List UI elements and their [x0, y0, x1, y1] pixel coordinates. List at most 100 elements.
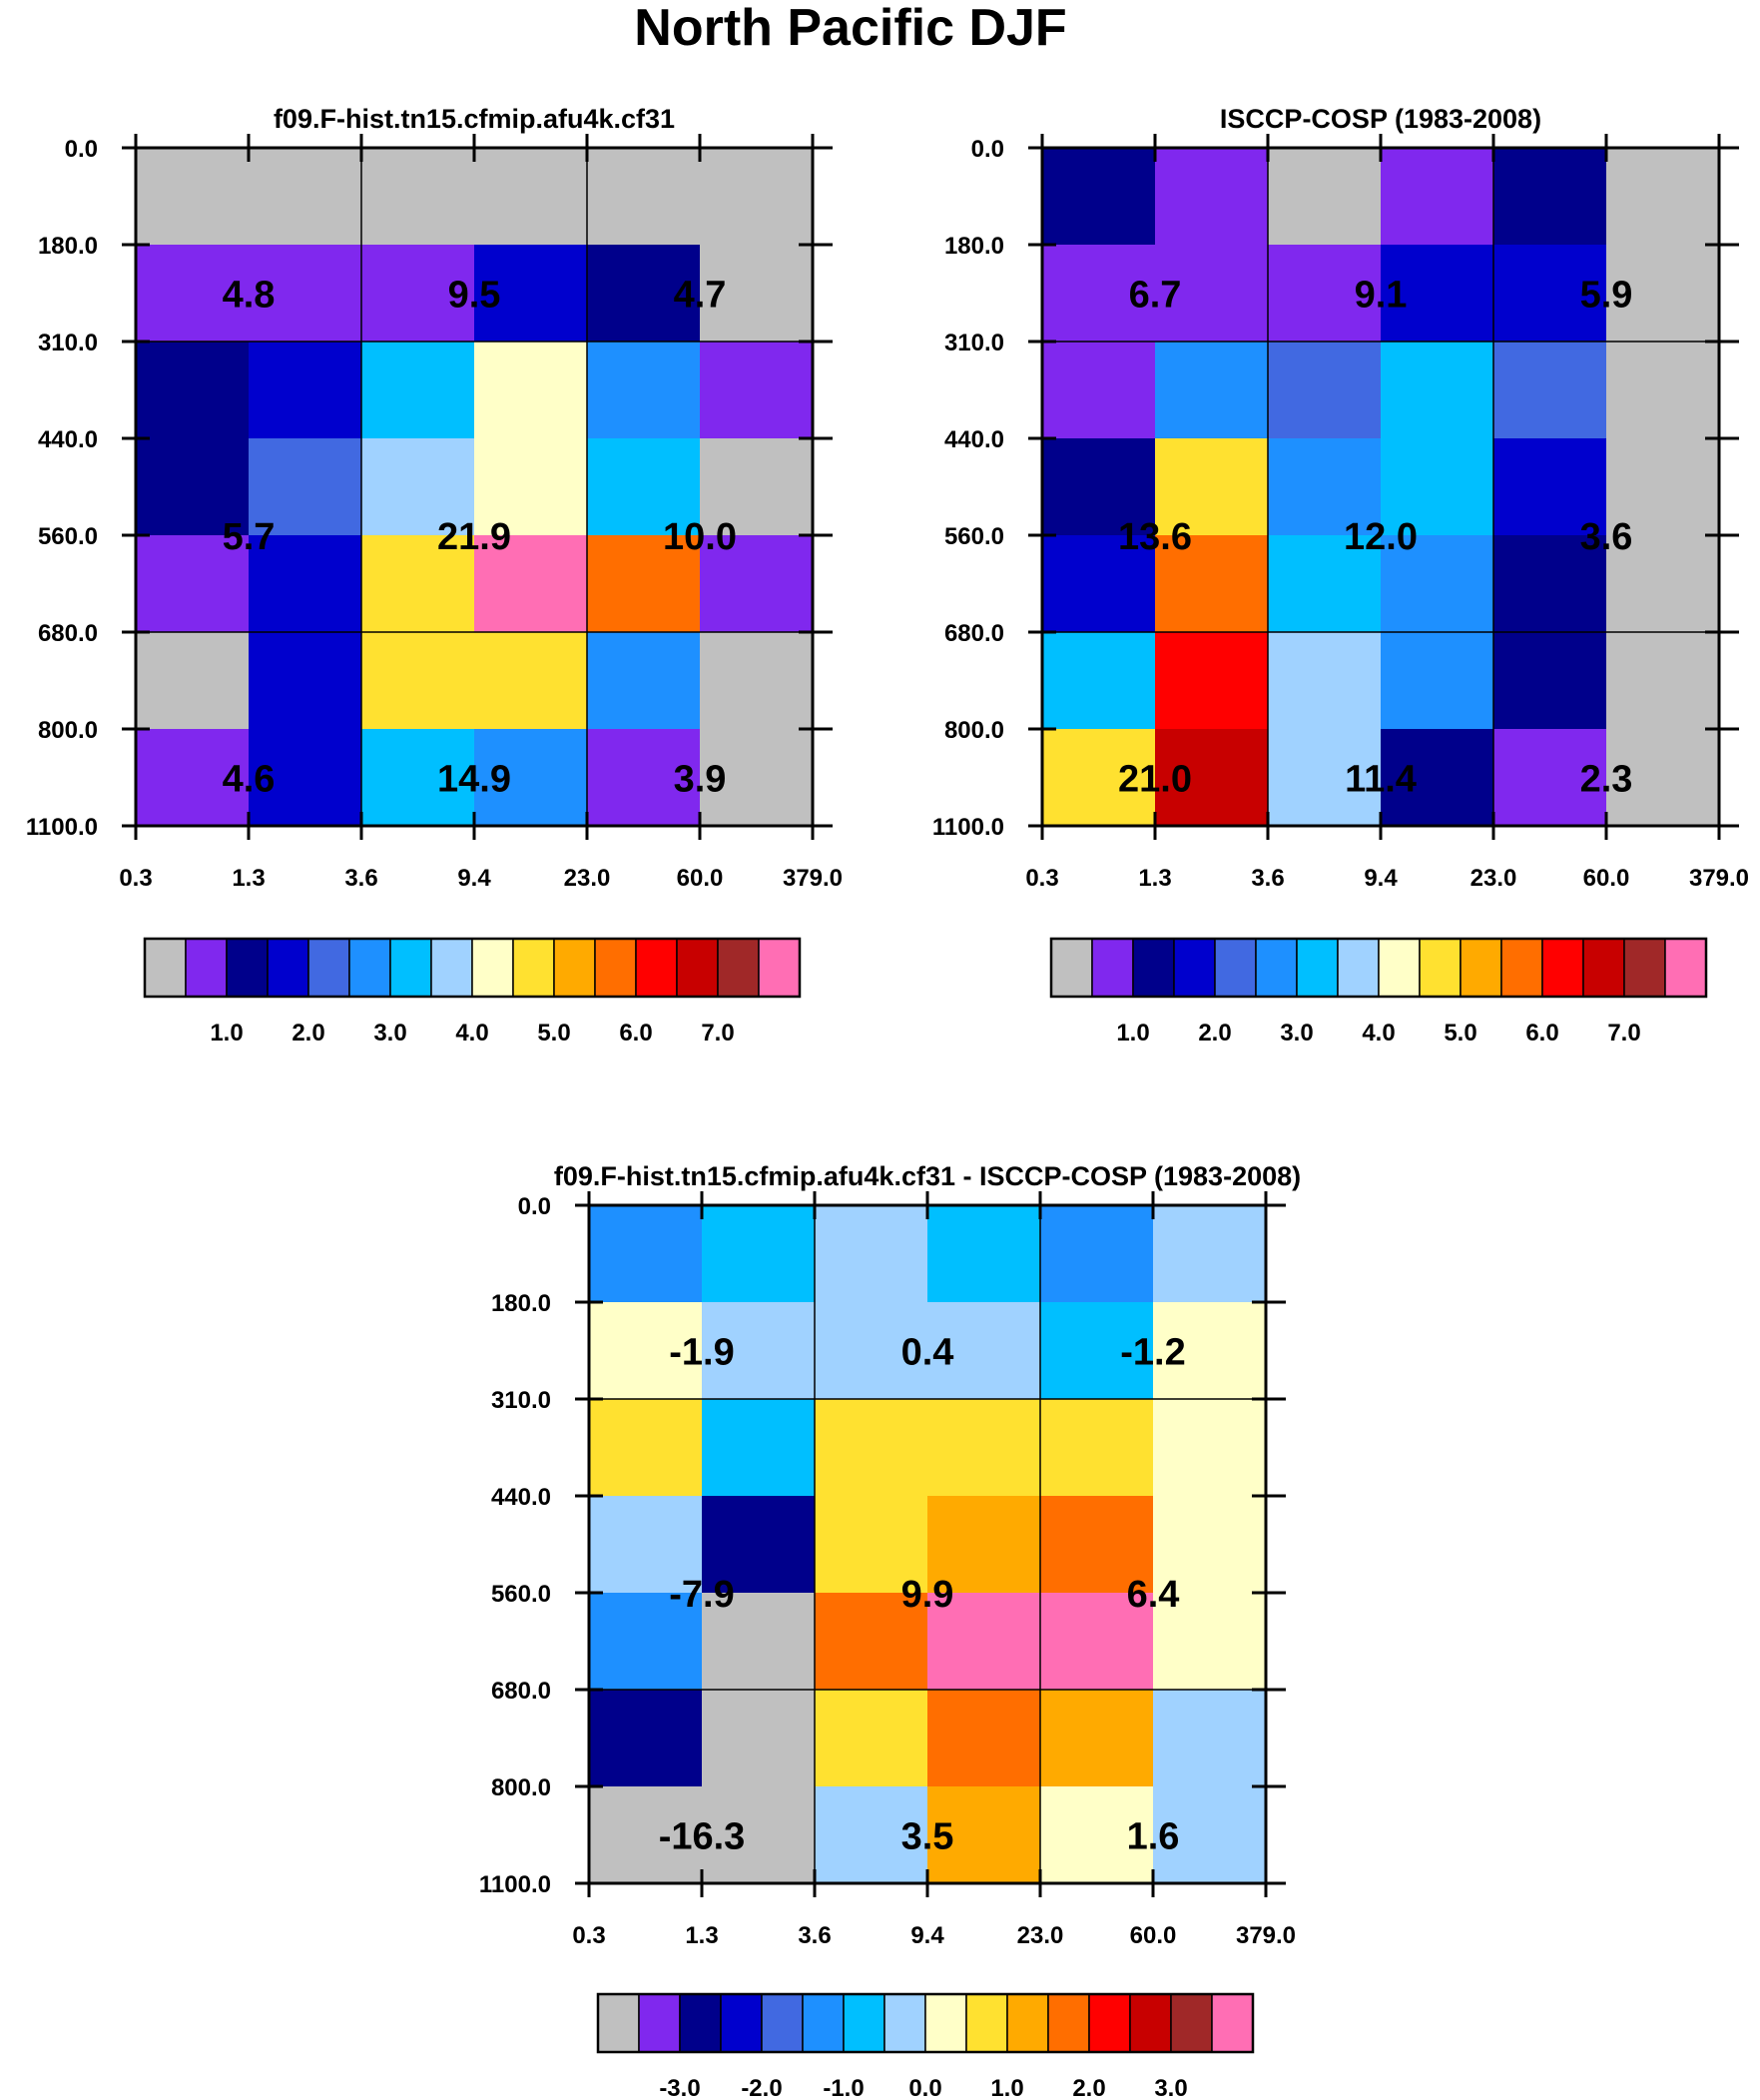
heatmap-cell — [1042, 148, 1156, 246]
x-tick-label: 60.0 — [1583, 865, 1630, 892]
cell-value-label: 4.7 — [674, 275, 727, 317]
cell-value-label: -16.3 — [659, 1816, 746, 1858]
heatmap-cell — [1155, 729, 1269, 827]
heatmap-cell — [1268, 438, 1382, 536]
heatmap-cell — [1153, 1593, 1267, 1691]
colorbar-swatch — [1132, 938, 1175, 998]
heatmap-cell — [1153, 1205, 1267, 1303]
heatmap-cell — [361, 245, 475, 343]
cell-value-label: -1.9 — [669, 1332, 734, 1374]
heatmap-cell — [249, 535, 362, 633]
y-tick-label: 680.0 — [38, 620, 98, 647]
heatmap-cell — [1155, 632, 1269, 730]
x-tick-label: 3.6 — [344, 865, 377, 892]
colorbar-swatch — [267, 938, 309, 998]
heatmap-cell — [1606, 535, 1720, 633]
y-tick-label: 180.0 — [944, 233, 1004, 260]
heatmap-cell — [702, 1786, 816, 1884]
x-tick-label: 9.4 — [910, 1922, 944, 1949]
heatmap-cell — [927, 1496, 1041, 1594]
colorbar-label: 3.0 — [1154, 2075, 1187, 2100]
colorbar-swatch — [883, 1993, 926, 2053]
colorbar-swatch — [1296, 938, 1339, 998]
page-title: North Pacific DJF — [634, 0, 1066, 57]
cell-value-label: 3.5 — [901, 1816, 954, 1858]
heatmap-cell — [249, 342, 362, 439]
colorbar-label: -2.0 — [741, 2075, 782, 2100]
cell-value-label: 21.9 — [437, 516, 511, 558]
colorbar-swatch — [843, 1993, 885, 2053]
y-tick-label: 440.0 — [491, 1484, 551, 1511]
heatmap-cell — [249, 729, 362, 827]
x-tick-label: 379.0 — [783, 865, 843, 892]
heatmap-cell — [361, 342, 475, 439]
y-tick-label: 800.0 — [38, 717, 98, 744]
colorbar-swatch — [307, 938, 350, 998]
colorbar-label: 2.0 — [292, 1020, 324, 1047]
x-tick-label: 1.3 — [1138, 865, 1171, 892]
colorbar-swatch — [1091, 938, 1134, 998]
heatmap-cell — [1493, 148, 1607, 246]
heatmap-cell — [589, 1302, 703, 1400]
colorbar-label: 2.0 — [1198, 1020, 1231, 1047]
heatmap-cell — [1040, 1690, 1154, 1787]
heatmap-cell — [474, 148, 588, 246]
x-tick-label: 0.3 — [119, 865, 152, 892]
heatmap-cell — [587, 245, 701, 343]
heatmap-cell — [927, 1205, 1041, 1303]
heatmap-panel-3: f09.F-hist.tn15.cfmip.afu4k.cf31 - ISCCP… — [479, 1161, 1301, 2100]
cell-value-label: -1.2 — [1120, 1332, 1185, 1374]
colorbar-swatch — [761, 1993, 804, 2053]
heatmap-cell — [1153, 1690, 1267, 1787]
heatmap-cell — [1155, 535, 1269, 633]
heatmap-cell — [587, 729, 701, 827]
heatmap-cell — [587, 535, 701, 633]
heatmap-cell — [589, 1593, 703, 1691]
heatmap-cell — [1381, 535, 1494, 633]
heatmap-cell — [1268, 245, 1382, 343]
heatmap-cell — [1268, 535, 1382, 633]
cell-value-label: 9.9 — [901, 1574, 954, 1616]
heatmap-cell — [702, 1593, 816, 1691]
heatmap-cell — [1606, 632, 1720, 730]
colorbar-swatch — [1088, 1993, 1131, 2053]
colorbar-swatch — [758, 938, 801, 998]
colorbar-swatch — [1170, 1993, 1213, 2053]
colorbar-swatch — [802, 1993, 845, 2053]
heatmap-cell — [1381, 342, 1494, 439]
colorbar-swatch — [1006, 1993, 1049, 2053]
heatmap-cell — [361, 632, 475, 730]
heatmap-cell — [474, 535, 588, 633]
colorbar-frame — [596, 1992, 1255, 2054]
heatmap-cell — [1040, 1496, 1154, 1594]
heatmap-cell — [1606, 729, 1720, 827]
x-tick-label: 60.0 — [677, 865, 724, 892]
cell-value-label: 11.4 — [1345, 759, 1417, 801]
colorbar-swatch — [635, 938, 678, 998]
colorbar-label: 7.0 — [701, 1020, 734, 1047]
colorbar: 1.0 2.0 3.0 4.0 5.0 6.0 7.0 — [1049, 937, 1708, 1047]
heatmap-cell — [927, 1302, 1041, 1400]
heatmap-cell — [927, 1690, 1041, 1787]
heatmap-cell — [1381, 148, 1494, 246]
colorbar-swatch — [924, 1993, 967, 2053]
heatmap-cell — [702, 1399, 816, 1497]
heatmap-cell — [587, 342, 701, 439]
heatmap-cell — [700, 535, 814, 633]
colorbar-label: -1.0 — [823, 2075, 864, 2100]
colorbar-label: 6.0 — [1525, 1020, 1558, 1047]
heatmap-cell — [1040, 1302, 1154, 1400]
colorbar-swatch — [1500, 938, 1543, 998]
y-tick-label: 180.0 — [491, 1290, 551, 1317]
heatmap-cell — [1040, 1786, 1154, 1884]
y-tick-label: 0.0 — [518, 1193, 551, 1220]
heatmap-cell — [249, 245, 362, 343]
heatmap-cell — [1381, 438, 1494, 536]
colorbar-swatch — [597, 1993, 640, 2053]
colorbar-label: 6.0 — [619, 1020, 652, 1047]
x-tick-label: 379.0 — [1689, 865, 1749, 892]
colorbar-swatch — [1664, 938, 1707, 998]
colorbar-swatch — [1050, 938, 1093, 998]
heatmap-cell — [815, 1593, 928, 1691]
colorbar-label: 5.0 — [537, 1020, 570, 1047]
